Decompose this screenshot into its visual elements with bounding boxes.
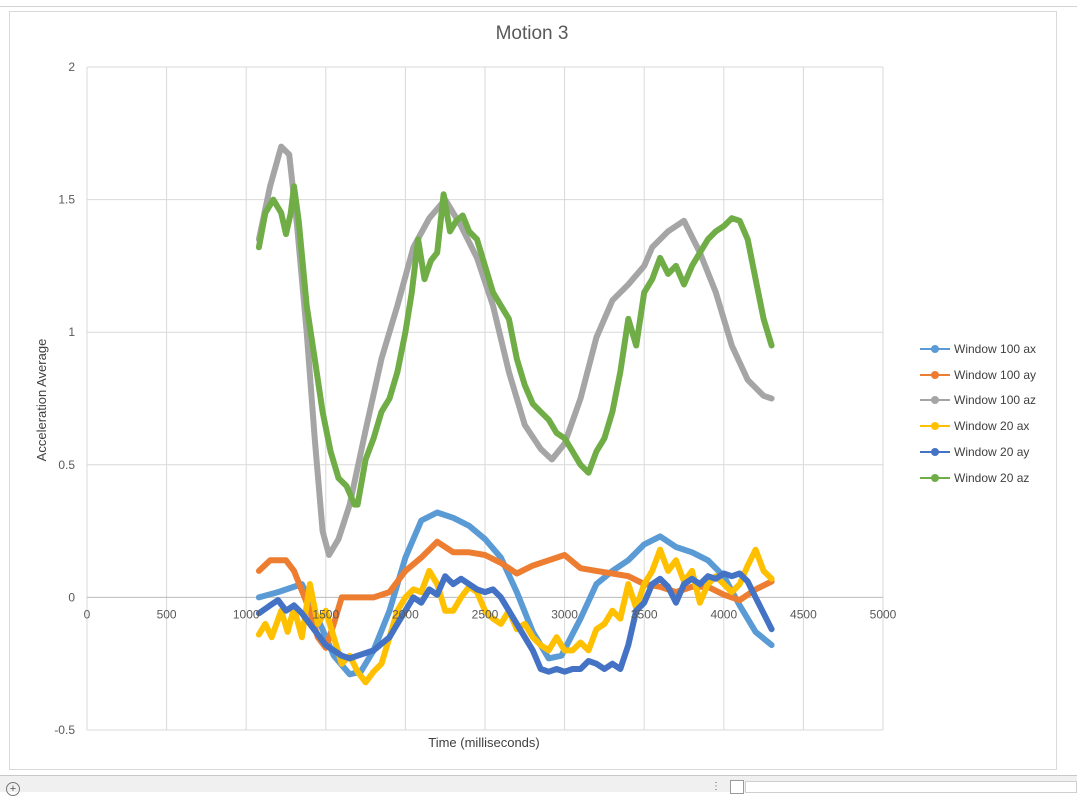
status-bar: + ⋮: [0, 775, 1077, 796]
x-tick-label: 2500: [472, 607, 499, 621]
legend-label: Window 100 ax: [954, 341, 1037, 356]
legend-item: Window 20 az: [920, 465, 1036, 491]
legend-label: Window 20 az: [954, 470, 1030, 485]
y-tick-label: 1.5: [58, 193, 75, 207]
x-tick-label: 5000: [870, 607, 897, 621]
legend-marker-icon: [920, 473, 950, 483]
x-tick-label: 2000: [392, 607, 419, 621]
legend-item: Window 20 ay: [920, 439, 1036, 465]
legend-item: Window 100 ay: [920, 362, 1036, 388]
legend-marker-icon: [920, 421, 950, 431]
legend-label: Window 20 ax: [954, 419, 1030, 434]
chart-area[interactable]: [9, 11, 1057, 770]
x-tick-label: 3000: [551, 607, 578, 621]
add-sheet-icon[interactable]: +: [6, 782, 20, 796]
y-axis-label: Acceleration Average: [34, 339, 49, 462]
horizontal-scrollbar[interactable]: [745, 781, 1077, 793]
x-tick-label: 3500: [631, 607, 658, 621]
x-tick-label: 4500: [790, 607, 817, 621]
y-tick-label: 0.5: [58, 458, 75, 472]
y-tick-label: 0: [68, 590, 75, 604]
series-layer: [255, 143, 775, 686]
x-tick-label: 500: [157, 607, 177, 621]
legend-marker-icon: [920, 395, 950, 405]
series-line: [255, 183, 775, 508]
legend-label: Window 20 ay: [954, 445, 1030, 460]
legend-item: Window 20 ax: [920, 413, 1036, 439]
legend-marker-icon: [920, 370, 950, 380]
legend-item: Window 100 ax: [920, 336, 1036, 362]
scroll-split-icon[interactable]: ⋮: [711, 781, 721, 792]
x-axis-label: Time (milliseconds): [428, 735, 539, 750]
x-tick-label: 1000: [233, 607, 260, 621]
scroll-left-button[interactable]: [730, 780, 744, 794]
x-tick-label: 0: [84, 607, 91, 621]
x-tick-label: 4000: [710, 607, 737, 621]
legend-label: Window 100 ay: [954, 367, 1037, 382]
series-line: [255, 143, 775, 558]
legend-item: Window 100 az: [920, 388, 1036, 414]
top-divider: [0, 6, 1077, 7]
legend-marker-icon: [920, 447, 950, 457]
chart-title: Motion 3: [495, 23, 569, 44]
chart-legend: Window 100 ax Window 100 ay Window 100 az W…: [920, 336, 1036, 491]
series-line: [255, 570, 775, 675]
tick-labels: 0 500 1000 1500 2000 2500 3000 3500 4000 4500 5000…: [54, 60, 896, 737]
legend-marker-icon: [920, 344, 950, 354]
series-line: [255, 509, 775, 678]
x-tick-label: 1500: [312, 607, 339, 621]
legend-label: Window 100 az: [954, 393, 1037, 408]
y-tick-label: -0.5: [54, 723, 75, 737]
y-tick-label: 2: [68, 60, 75, 74]
y-tick-label: 1: [68, 325, 75, 339]
